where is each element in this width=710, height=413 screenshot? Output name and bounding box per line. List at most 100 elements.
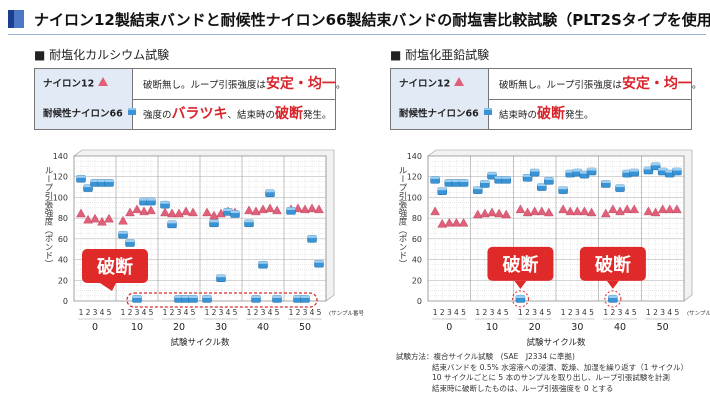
nylon12-point [181,206,191,216]
nylon12-point [487,207,497,217]
pink-triangle-icon [98,69,109,99]
nylon12-point [76,208,86,218]
nylon66-point-highlight [90,179,100,182]
legend-desc-highlight: 安定・均一 [621,76,692,92]
legend-desc: 破断無し。ループ引張強度は安定・均一。 [499,69,701,99]
nylon66-point-highlight [230,210,240,213]
y-axis-label: ループ引張強度（ポンド） [397,166,407,268]
sample-tick-label: 4 [184,308,189,317]
nylon66-point-highlight [300,295,310,298]
break-callout-label: 破断 [97,256,133,278]
method-line: 結束時に破断したものは、ループ引張強度を 0 とする [432,383,614,393]
sample-tick-label: 5 [674,308,679,317]
nylon66-point-highlight [523,174,533,177]
x-axis-label: 試験サイクル数 [170,337,230,348]
nylon12-point [586,207,597,217]
sample-tick-label: 5 [275,308,280,317]
nylon12-point [579,206,590,216]
legend-name: ナイロン12 [35,69,133,99]
sample-tick-label: 5 [632,308,637,317]
nylon12-point [160,207,170,217]
nylon12-point [536,206,547,216]
legend-name-text: 耐候性ナイロン66 [399,108,479,120]
x-group-label: 20 [173,322,185,333]
nylon66-point-highlight [651,162,661,166]
break-outline [511,290,529,308]
sample-tick-label: 5 [589,308,594,317]
nylon66-point-highlight [672,168,682,171]
nylon66-point-highlight [515,295,525,298]
legend-row-nylon12: ナイロン12 破断無し。ループ引張強度は安定・均一。 [391,69,701,100]
sample-tick-label: 2 [525,308,530,317]
header-accent-bar-light [14,10,24,28]
sample-tick-label: 2 [482,308,487,317]
y-tick-label: 140 [407,152,422,161]
nylon66-point-highlight [629,169,639,172]
legend-desc-text: 結束時の [499,110,538,121]
nylon66-point-highlight [658,168,668,171]
nylon66-point-highlight [530,169,540,172]
nylon66-point-highlight [572,169,582,172]
nylon12-point [529,206,540,216]
nylon12-point [125,207,135,217]
nylon66-point-highlight [558,186,568,190]
sample-tick-label: 2 [296,308,301,317]
nylon66-point-highlight [258,261,268,264]
sample-tick-label: 5 [233,308,238,317]
nylon66-point-highlight [565,170,575,173]
sample-tick-label: 3 [618,308,623,317]
break-outline [604,290,622,308]
sample-note-label: (サンプル番号) [329,310,364,317]
y-tick-label: 100 [53,193,68,202]
legend-desc-text: 破断無し。ループ引張強度は [499,80,622,91]
nylon66-point-highlight [286,207,296,210]
nylon66-point-highlight [272,295,282,298]
sample-tick-label: 5 [504,308,509,317]
nylon12-point [544,207,554,217]
nylon12-point [672,204,682,214]
legend-desc: 結束時の破断発生。 [499,99,594,129]
sample-tick-label: 2 [212,308,217,317]
nylon12-point [244,205,254,215]
nylon66-point-highlight [146,198,156,201]
x-group-label: 0 [92,322,98,333]
sample-tick-label: 3 [490,308,495,317]
method-line: 結束バンドを 0.5% 水溶液への浸漬、乾燥、加湿を繰り返す（1 サイクル） [432,362,688,372]
nylon12-point [146,205,156,215]
x-group-label: 40 [614,322,626,333]
nylon12-point [90,213,100,223]
method-line: 試験方法：複合サイクル試験 (SAE J2334 に準拠) [396,352,575,361]
x-group-label: 50 [657,322,669,333]
nylon66-point-highlight [480,180,490,183]
nylon12-point [622,204,632,214]
y-tick-label: 20 [412,276,422,285]
nylon12-point [522,207,533,217]
legend-name-text: ナイロン12 [399,78,451,90]
method-line: 10 サイクルごとに 5 本のサンプルを取り出し、ループ引張試験を計測 [432,373,670,382]
legend-desc-highlight: 安定・均一 [265,76,336,92]
break-callout-label: 破断 [595,254,631,276]
legend-table: ナイロン12 破断無し。ループ引張強度は安定・均一。 耐候性ナイロン66 強度の… [34,68,345,130]
nylon66-point-highlight [544,177,554,180]
nylon66-point-highlight [501,176,511,179]
nylon66-point-highlight [444,179,454,182]
nylon12-point [629,204,640,214]
x-group-label: 50 [299,322,311,333]
test-method-notes: 試験方法：複合サイクル試験 (SAE J2334 に準拠) 結束バンドを 0.5… [396,352,688,394]
nylon12-point [472,209,483,219]
nylon12-point [558,204,568,214]
break-outline [126,292,318,308]
page-header: ナイロン12製結束バンドと耐候性ナイロン66製結束バンドの耐塩害比較試験（PLT… [0,0,710,40]
legend-row-nylon66: 耐候性ナイロン66 結束時の破断発生。 [391,99,691,129]
nylon66-point-highlight [537,183,547,187]
break-callout-box [579,246,646,281]
sample-tick-label: 3 [93,308,98,317]
panel-title: ■ 耐塩化カルシウム試験 [34,48,170,62]
x-group-label: 0 [446,322,452,333]
sample-tick-label: 2 [86,308,91,317]
y-tick-label: 60 [412,235,422,244]
sample-tick-label: 1 [205,308,210,317]
legend-name: 耐候性ナイロン66 [35,99,136,129]
